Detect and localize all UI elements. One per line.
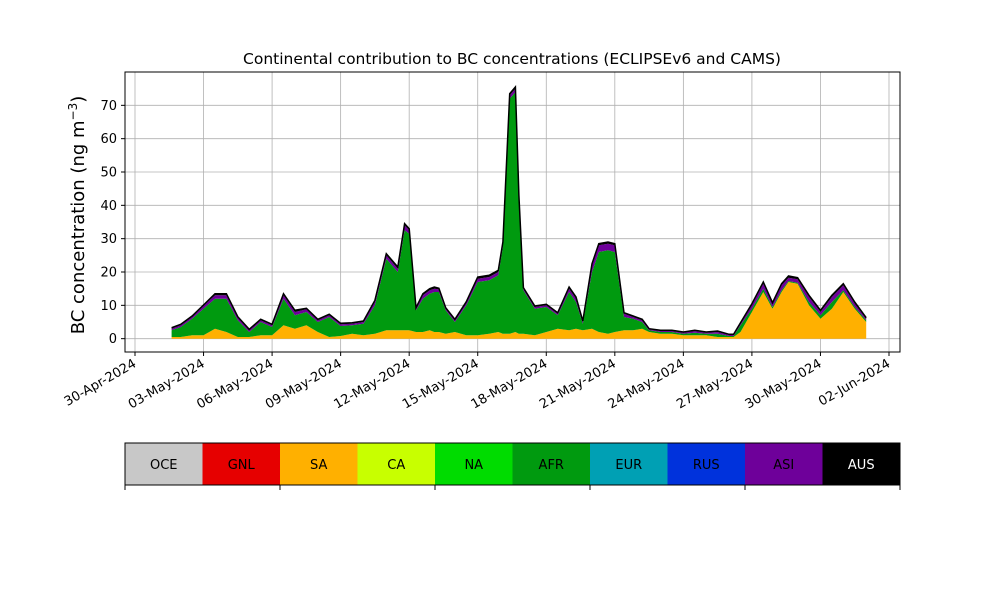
x-tick-label: 15-May-2024 xyxy=(400,356,482,412)
area-series-afr xyxy=(171,92,867,337)
y-tick-label: 70 xyxy=(100,99,117,114)
x-tick-label: 06-May-2024 xyxy=(194,356,276,412)
y-tick-label: 0 xyxy=(109,332,117,347)
y-tick-label: 30 xyxy=(100,232,117,247)
x-tick-label: 24-May-2024 xyxy=(606,356,688,412)
y-tick-label: 50 xyxy=(100,166,117,181)
total-outline xyxy=(171,85,867,336)
legend-label-eur: EUR xyxy=(615,458,642,473)
legend-label-aus: AUS xyxy=(848,458,875,473)
legend-swatch-ca xyxy=(357,443,435,485)
legend-frame xyxy=(124,442,901,486)
legend-label-afr: AFR xyxy=(539,458,564,473)
x-tick-label: 21-May-2024 xyxy=(537,356,619,412)
legend-swatch-sa xyxy=(280,443,358,485)
legend-label-sa: SA xyxy=(310,458,327,473)
y-axis-label-superscript: −3 xyxy=(66,103,80,121)
stacked-areas xyxy=(171,85,867,339)
x-axis-ticks: 30-Apr-202403-May-202406-May-202409-May-… xyxy=(62,352,893,412)
legend-label-rus: RUS xyxy=(693,458,720,473)
legend-swatch-asi xyxy=(745,443,823,485)
x-tick-label: 30-May-2024 xyxy=(743,356,825,412)
legend-swatch-gnl xyxy=(202,443,280,485)
legend-label-na: NA xyxy=(464,458,483,473)
x-tick-label: 03-May-2024 xyxy=(126,356,208,412)
legend-swatch-afr xyxy=(512,443,590,485)
x-tick-label: 12-May-2024 xyxy=(332,356,414,412)
y-tick-label: 40 xyxy=(100,199,117,214)
legend-swatch-eur xyxy=(590,443,668,485)
legend-label-gnl: GNL xyxy=(228,458,256,473)
legend-swatch-aus xyxy=(822,443,900,485)
y-axis-label-close: ) xyxy=(68,96,89,103)
legend-label-oce: OCE xyxy=(150,458,178,473)
y-tick-label: 60 xyxy=(100,132,117,147)
plot-frame xyxy=(124,71,901,353)
legend-label-ca: CA xyxy=(387,458,405,473)
legend-swatch-rus xyxy=(667,443,745,485)
chart-title: Continental contribution to BC concentra… xyxy=(243,50,781,68)
x-tick-label: 09-May-2024 xyxy=(263,356,345,412)
area-series-sa xyxy=(171,282,867,339)
y-tick-label: 20 xyxy=(100,266,117,281)
y-tick-label: 10 xyxy=(100,299,117,314)
x-tick-label: 27-May-2024 xyxy=(674,356,756,412)
legend-swatch-na xyxy=(435,443,513,485)
legend-label-asi: ASI xyxy=(773,458,794,473)
colorbar-legend: OCE GNL SA CA NA AFR EUR RUS ASI AUS xyxy=(124,442,901,490)
x-tick-label: 18-May-2024 xyxy=(469,356,551,412)
x-tick-label: 02-Jun-2024 xyxy=(816,356,893,409)
y-axis-label-main: BC concentration (ng m xyxy=(68,120,89,334)
y-axis-ticks: 0 10 20 30 40 50 60 70 xyxy=(100,99,125,347)
y-axis-label: BC concentration (ng m−3) xyxy=(66,96,89,335)
legend-swatch-oce xyxy=(125,443,203,485)
